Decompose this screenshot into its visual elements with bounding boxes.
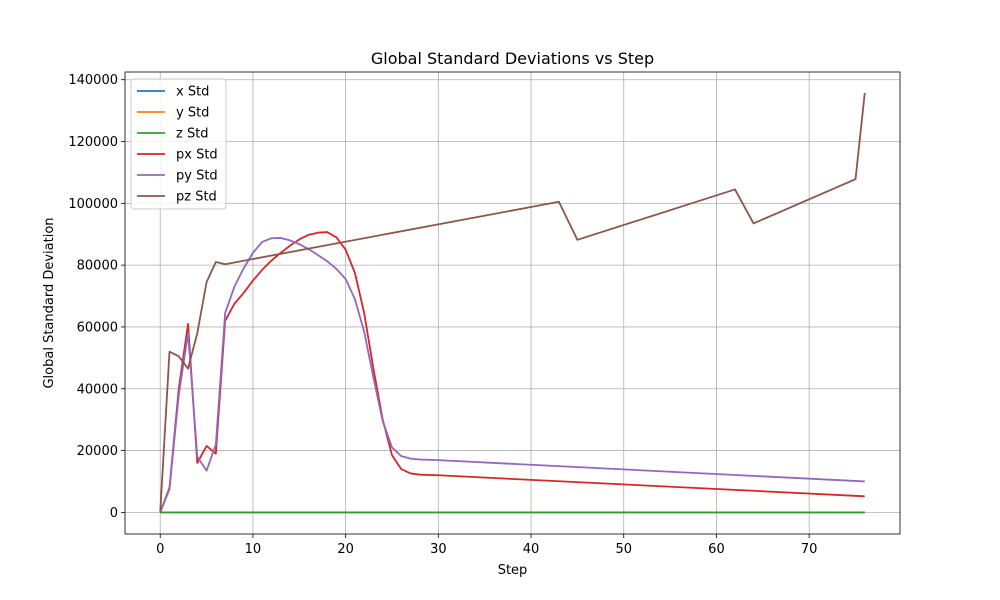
- x-tick-label: 10: [245, 542, 262, 557]
- y-axis-label: Global Standard Deviation: [42, 217, 57, 388]
- legend: x Std y Std z Std px Std py Std pz Std: [130, 78, 227, 210]
- series-line-pz-std: [159, 92, 866, 513]
- x-tick-label: 40: [523, 542, 540, 557]
- y-tick-label: 80000: [77, 259, 118, 274]
- x-tick-label: 30: [430, 542, 447, 557]
- y-tick-label: 120000: [68, 135, 118, 150]
- series-lines: [159, 92, 866, 514]
- legend-label-py-std: py Std: [176, 169, 218, 184]
- x-tick-label: 60: [708, 542, 725, 557]
- legend-label-x-std: x Std: [176, 85, 209, 100]
- x-axis-ticks: 0 10 20 30 40 50 60 70: [156, 534, 817, 557]
- y-tick-label: 100000: [68, 197, 118, 212]
- y-tick-label: 40000: [77, 382, 118, 397]
- y-tick-label: 20000: [77, 444, 118, 459]
- series-line-px-std: [159, 231, 865, 513]
- plot-frame: [124, 71, 901, 535]
- chart-title: Global Standard Deviations vs Step: [371, 49, 654, 68]
- x-tick-label: 50: [615, 542, 632, 557]
- x-tick-label: 20: [337, 542, 354, 557]
- legend-label-pz-std: pz Std: [176, 190, 217, 205]
- y-tick-label: 140000: [68, 73, 118, 88]
- x-axis-label: Step: [498, 563, 528, 578]
- y-tick-label: 0: [110, 506, 118, 521]
- legend-label-px-std: px Std: [176, 148, 218, 163]
- x-tick-label: 0: [156, 542, 164, 557]
- y-tick-label: 60000: [77, 320, 118, 335]
- series-line-py-std: [159, 237, 865, 513]
- x-tick-label: 70: [801, 542, 818, 557]
- legend-label-z-std: z Std: [176, 127, 209, 142]
- legend-label-y-std: y Std: [176, 106, 209, 121]
- y-axis-ticks: 0 20000 40000 60000 80000 100000 120000 140000: [68, 73, 125, 521]
